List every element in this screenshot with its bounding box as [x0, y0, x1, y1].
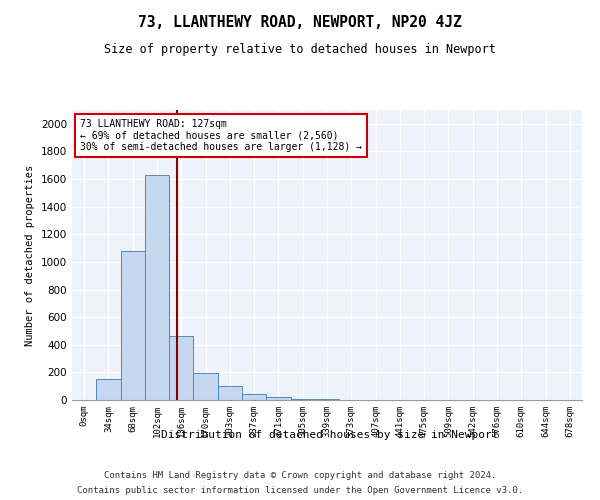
Text: Contains HM Land Registry data © Crown copyright and database right 2024.: Contains HM Land Registry data © Crown c…	[104, 471, 496, 480]
Bar	[121, 251, 145, 400]
Bar	[169, 336, 193, 400]
Y-axis label: Number of detached properties: Number of detached properties	[25, 164, 35, 346]
Text: Size of property relative to detached houses in Newport: Size of property relative to detached ho…	[104, 42, 496, 56]
Bar	[193, 373, 218, 400]
Bar	[290, 398, 315, 400]
Text: Distribution of detached houses by size in Newport: Distribution of detached houses by size …	[161, 430, 499, 440]
Bar	[96, 378, 121, 400]
Text: 73, LLANTHEWY ROAD, NEWPORT, NP20 4JZ: 73, LLANTHEWY ROAD, NEWPORT, NP20 4JZ	[138, 15, 462, 30]
Bar	[218, 386, 242, 400]
Text: Contains public sector information licensed under the Open Government Licence v3: Contains public sector information licen…	[77, 486, 523, 495]
Bar	[242, 394, 266, 400]
Text: 73 LLANTHEWY ROAD: 127sqm
← 69% of detached houses are smaller (2,560)
30% of se: 73 LLANTHEWY ROAD: 127sqm ← 69% of detac…	[80, 118, 362, 152]
Bar	[266, 396, 290, 400]
Bar	[145, 175, 169, 400]
